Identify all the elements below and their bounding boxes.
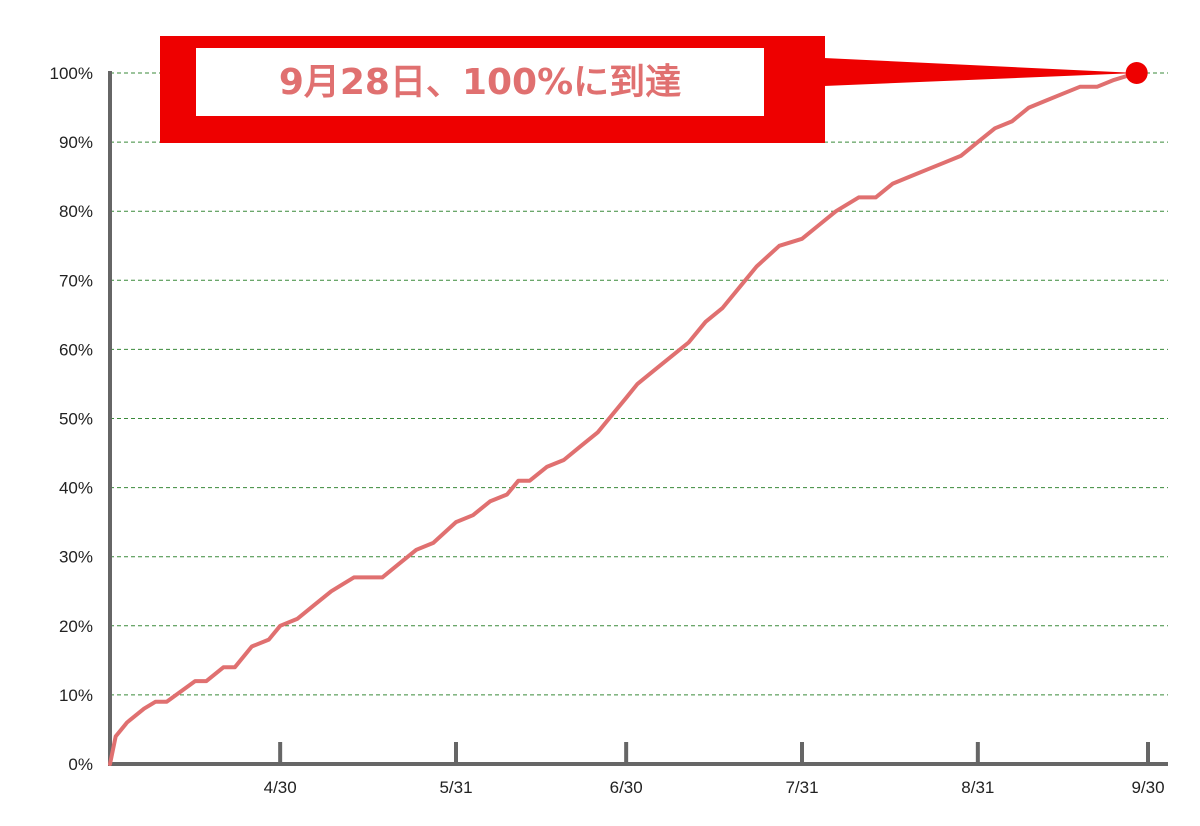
y-tick-label: 80% [59, 202, 93, 221]
x-tick-labels: 4/30 5/31 6/30 7/31 8/31 9/30 [264, 778, 1165, 797]
y-tick-label: 40% [59, 479, 93, 498]
series [108, 71, 1139, 766]
annotation-text: 9月28日、100%に到達 [279, 62, 681, 103]
x-tick-label: 9/30 [1131, 778, 1164, 797]
annotation-callout: 9月28日、100%に到達 [160, 36, 1148, 143]
endpoint-marker [1125, 62, 1148, 84]
x-tick-label: 5/31 [439, 778, 472, 797]
annotation-inner-panel [196, 48, 764, 116]
y-tick-label: 10% [59, 686, 93, 705]
x-tick-label: 4/30 [264, 778, 297, 797]
series-line [108, 71, 1139, 766]
y-tick-label: 60% [59, 340, 93, 359]
y-tick-labels: 0% 10% 20% 30% 40% 50% 60% 70% 80% 90% 100% [50, 64, 93, 774]
y-tick-label: 20% [59, 617, 93, 636]
x-tick-label: 8/31 [961, 778, 994, 797]
y-tick-label: 0% [68, 755, 93, 774]
y-tick-label: 30% [59, 548, 93, 567]
x-tick-label: 7/31 [785, 778, 818, 797]
y-tick-label: 50% [59, 410, 93, 429]
y-tick-label: 90% [59, 133, 93, 152]
x-tick-label: 6/30 [610, 778, 643, 797]
y-tick-label: 70% [59, 271, 93, 290]
axes [108, 71, 1168, 766]
y-tick-label: 100% [50, 64, 93, 83]
annotation-pointer [824, 58, 1137, 86]
